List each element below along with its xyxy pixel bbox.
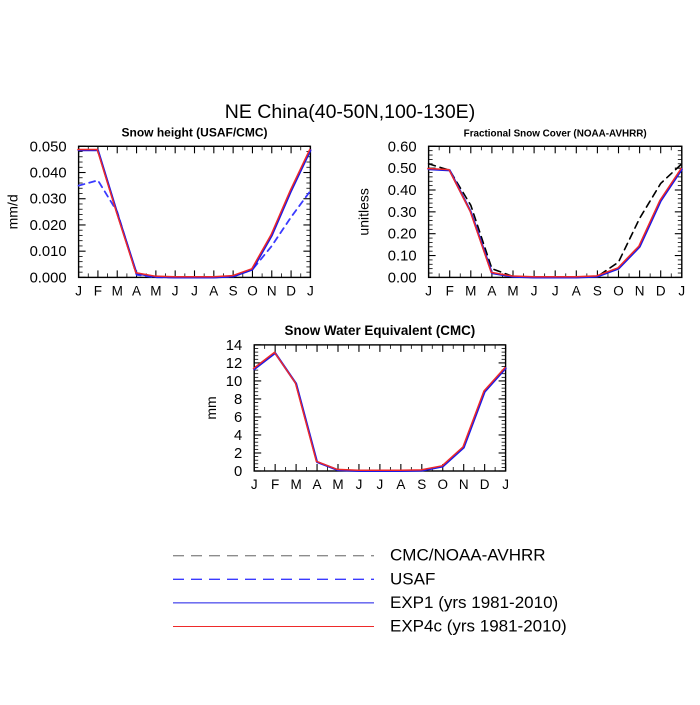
svg-text:0.30: 0.30 [388, 205, 417, 221]
svg-text:0.040: 0.040 [30, 166, 67, 182]
svg-text:J: J [172, 283, 179, 298]
svg-text:0.050: 0.050 [30, 139, 67, 155]
svg-text:J: J [502, 477, 509, 492]
svg-text:0.020: 0.020 [30, 218, 67, 234]
svg-text:M: M [290, 477, 301, 492]
svg-text:A: A [132, 283, 141, 298]
svg-text:N: N [635, 283, 645, 298]
svg-text:N: N [459, 477, 469, 492]
svg-text:unitless: unitless [356, 188, 372, 235]
svg-text:J: J [552, 283, 559, 298]
svg-text:EXP1 (yrs 1981-2010): EXP1 (yrs 1981-2010) [390, 593, 558, 612]
svg-text:2: 2 [234, 446, 242, 462]
svg-text:J: J [191, 283, 198, 298]
svg-text:J: J [531, 283, 538, 298]
svg-text:S: S [229, 283, 238, 298]
svg-text:J: J [425, 283, 432, 298]
svg-text:F: F [446, 283, 454, 298]
svg-text:O: O [247, 283, 258, 298]
svg-text:D: D [286, 283, 296, 298]
svg-text:J: J [377, 477, 384, 492]
svg-text:M: M [150, 283, 161, 298]
svg-text:mm/d: mm/d [5, 194, 21, 229]
svg-text:Snow Water Equivalent (CMC): Snow Water Equivalent (CMC) [285, 323, 476, 338]
svg-text:J: J [678, 283, 685, 298]
svg-text:J: J [251, 477, 258, 492]
svg-text:O: O [613, 283, 624, 298]
svg-text:USAF: USAF [390, 569, 435, 588]
svg-text:0.50: 0.50 [388, 161, 417, 177]
svg-text:6: 6 [234, 410, 242, 426]
svg-text:F: F [94, 283, 102, 298]
svg-text:S: S [593, 283, 602, 298]
svg-text:0.20: 0.20 [388, 227, 417, 243]
svg-text:0.60: 0.60 [388, 139, 417, 155]
svg-text:M: M [112, 283, 123, 298]
svg-text:A: A [572, 283, 581, 298]
svg-text:F: F [271, 477, 279, 492]
svg-text:A: A [313, 477, 322, 492]
svg-text:J: J [75, 283, 82, 298]
svg-text:14: 14 [226, 338, 242, 354]
svg-text:M: M [332, 477, 343, 492]
svg-text:Snow height (USAF/CMC): Snow height (USAF/CMC) [122, 125, 268, 139]
svg-text:M: M [465, 283, 476, 298]
svg-text:D: D [480, 477, 490, 492]
svg-text:10: 10 [226, 374, 242, 390]
svg-text:mm: mm [203, 396, 219, 419]
svg-text:M: M [507, 283, 518, 298]
svg-text:CMC/NOAA-AVHRR: CMC/NOAA-AVHRR [390, 546, 546, 565]
svg-text:J: J [307, 283, 314, 298]
svg-text:8: 8 [234, 392, 242, 408]
svg-text:NE China(40-50N,100-130E): NE China(40-50N,100-130E) [225, 101, 475, 123]
svg-text:J: J [356, 477, 363, 492]
svg-text:0.010: 0.010 [30, 244, 67, 260]
svg-text:D: D [656, 283, 666, 298]
svg-text:0.030: 0.030 [30, 192, 67, 208]
svg-text:Fractional Snow Cover (NOAA-AV: Fractional Snow Cover (NOAA-AVHRR) [464, 128, 647, 139]
svg-text:4: 4 [234, 428, 242, 444]
svg-text:0.10: 0.10 [388, 249, 417, 265]
svg-text:O: O [437, 477, 448, 492]
svg-text:0.00: 0.00 [388, 270, 417, 286]
svg-text:A: A [396, 477, 405, 492]
svg-text:0: 0 [234, 464, 242, 480]
svg-text:EXP4c (yrs 1981-2010): EXP4c (yrs 1981-2010) [390, 617, 567, 636]
svg-text:A: A [209, 283, 218, 298]
svg-text:N: N [267, 283, 277, 298]
svg-text:A: A [487, 283, 496, 298]
svg-text:S: S [417, 477, 426, 492]
svg-text:12: 12 [226, 356, 242, 372]
svg-text:0.40: 0.40 [388, 183, 417, 199]
svg-text:0.000: 0.000 [30, 270, 67, 286]
